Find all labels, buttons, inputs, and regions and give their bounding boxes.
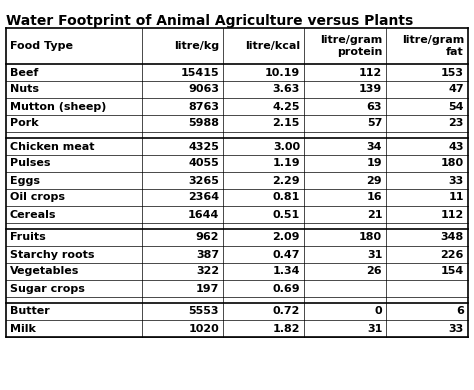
- Text: 8763: 8763: [188, 101, 219, 112]
- Text: Water Footprint of Animal Agriculture versus Plants: Water Footprint of Animal Agriculture ve…: [6, 14, 413, 28]
- Text: Eggs: Eggs: [10, 176, 40, 186]
- Text: 2364: 2364: [188, 193, 219, 202]
- Text: 21: 21: [367, 209, 382, 220]
- Text: 19: 19: [366, 158, 382, 168]
- Text: 15415: 15415: [181, 67, 219, 78]
- Text: 34: 34: [367, 142, 382, 151]
- Text: 0.47: 0.47: [273, 250, 300, 259]
- Text: 31: 31: [367, 323, 382, 333]
- Text: litre/kcal: litre/kcal: [245, 41, 300, 51]
- Text: 23: 23: [448, 119, 464, 128]
- Text: 5988: 5988: [188, 119, 219, 128]
- Text: 0.69: 0.69: [273, 284, 300, 294]
- Text: 3.63: 3.63: [273, 85, 300, 94]
- Text: 387: 387: [196, 250, 219, 259]
- Text: 26: 26: [366, 266, 382, 277]
- Text: Oil crops: Oil crops: [10, 193, 65, 202]
- Text: 112: 112: [359, 67, 382, 78]
- Text: 180: 180: [441, 158, 464, 168]
- Text: 322: 322: [196, 266, 219, 277]
- Text: 31: 31: [367, 250, 382, 259]
- Text: 1.34: 1.34: [273, 266, 300, 277]
- Text: 153: 153: [441, 67, 464, 78]
- Text: litre/gram
protein: litre/gram protein: [320, 35, 382, 57]
- Text: 1.82: 1.82: [273, 323, 300, 333]
- Text: 29: 29: [366, 176, 382, 186]
- Text: 1644: 1644: [188, 209, 219, 220]
- Text: 226: 226: [441, 250, 464, 259]
- Text: 112: 112: [441, 209, 464, 220]
- Text: 2.15: 2.15: [273, 119, 300, 128]
- Text: 3.00: 3.00: [273, 142, 300, 151]
- Text: Vegetables: Vegetables: [10, 266, 79, 277]
- Text: Beef: Beef: [10, 67, 38, 78]
- Text: Milk: Milk: [10, 323, 36, 333]
- Text: 0.81: 0.81: [273, 193, 300, 202]
- Text: litre/kg: litre/kg: [174, 41, 219, 51]
- Text: Mutton (sheep): Mutton (sheep): [10, 101, 106, 112]
- Text: 154: 154: [441, 266, 464, 277]
- Text: 0.72: 0.72: [273, 307, 300, 317]
- Text: 33: 33: [449, 323, 464, 333]
- Text: 47: 47: [448, 85, 464, 94]
- Text: 43: 43: [448, 142, 464, 151]
- Text: 5553: 5553: [189, 307, 219, 317]
- Text: Butter: Butter: [10, 307, 50, 317]
- Text: 139: 139: [359, 85, 382, 94]
- Text: Fruits: Fruits: [10, 232, 46, 243]
- Text: 0: 0: [374, 307, 382, 317]
- Text: Chicken meat: Chicken meat: [10, 142, 94, 151]
- Text: 0.51: 0.51: [273, 209, 300, 220]
- Text: 197: 197: [196, 284, 219, 294]
- Text: 1020: 1020: [188, 323, 219, 333]
- Text: Starchy roots: Starchy roots: [10, 250, 94, 259]
- Text: 1.19: 1.19: [273, 158, 300, 168]
- Text: Pulses: Pulses: [10, 158, 51, 168]
- Text: Sugar crops: Sugar crops: [10, 284, 85, 294]
- Text: 9063: 9063: [188, 85, 219, 94]
- Text: 57: 57: [367, 119, 382, 128]
- Text: 16: 16: [366, 193, 382, 202]
- Text: 6: 6: [456, 307, 464, 317]
- Text: 33: 33: [449, 176, 464, 186]
- Text: 4055: 4055: [188, 158, 219, 168]
- Text: Pork: Pork: [10, 119, 38, 128]
- Text: 962: 962: [196, 232, 219, 243]
- Text: 63: 63: [367, 101, 382, 112]
- Text: 4.25: 4.25: [273, 101, 300, 112]
- Text: 348: 348: [441, 232, 464, 243]
- Text: 54: 54: [448, 101, 464, 112]
- Text: litre/gram
fat: litre/gram fat: [402, 35, 464, 57]
- Text: Cereals: Cereals: [10, 209, 56, 220]
- Text: 3265: 3265: [188, 176, 219, 186]
- Text: 2.29: 2.29: [273, 176, 300, 186]
- Text: Food Type: Food Type: [10, 41, 73, 51]
- Text: 180: 180: [359, 232, 382, 243]
- Text: 4325: 4325: [188, 142, 219, 151]
- Text: 2.09: 2.09: [273, 232, 300, 243]
- Text: Nuts: Nuts: [10, 85, 39, 94]
- Text: 10.19: 10.19: [265, 67, 300, 78]
- Text: 11: 11: [448, 193, 464, 202]
